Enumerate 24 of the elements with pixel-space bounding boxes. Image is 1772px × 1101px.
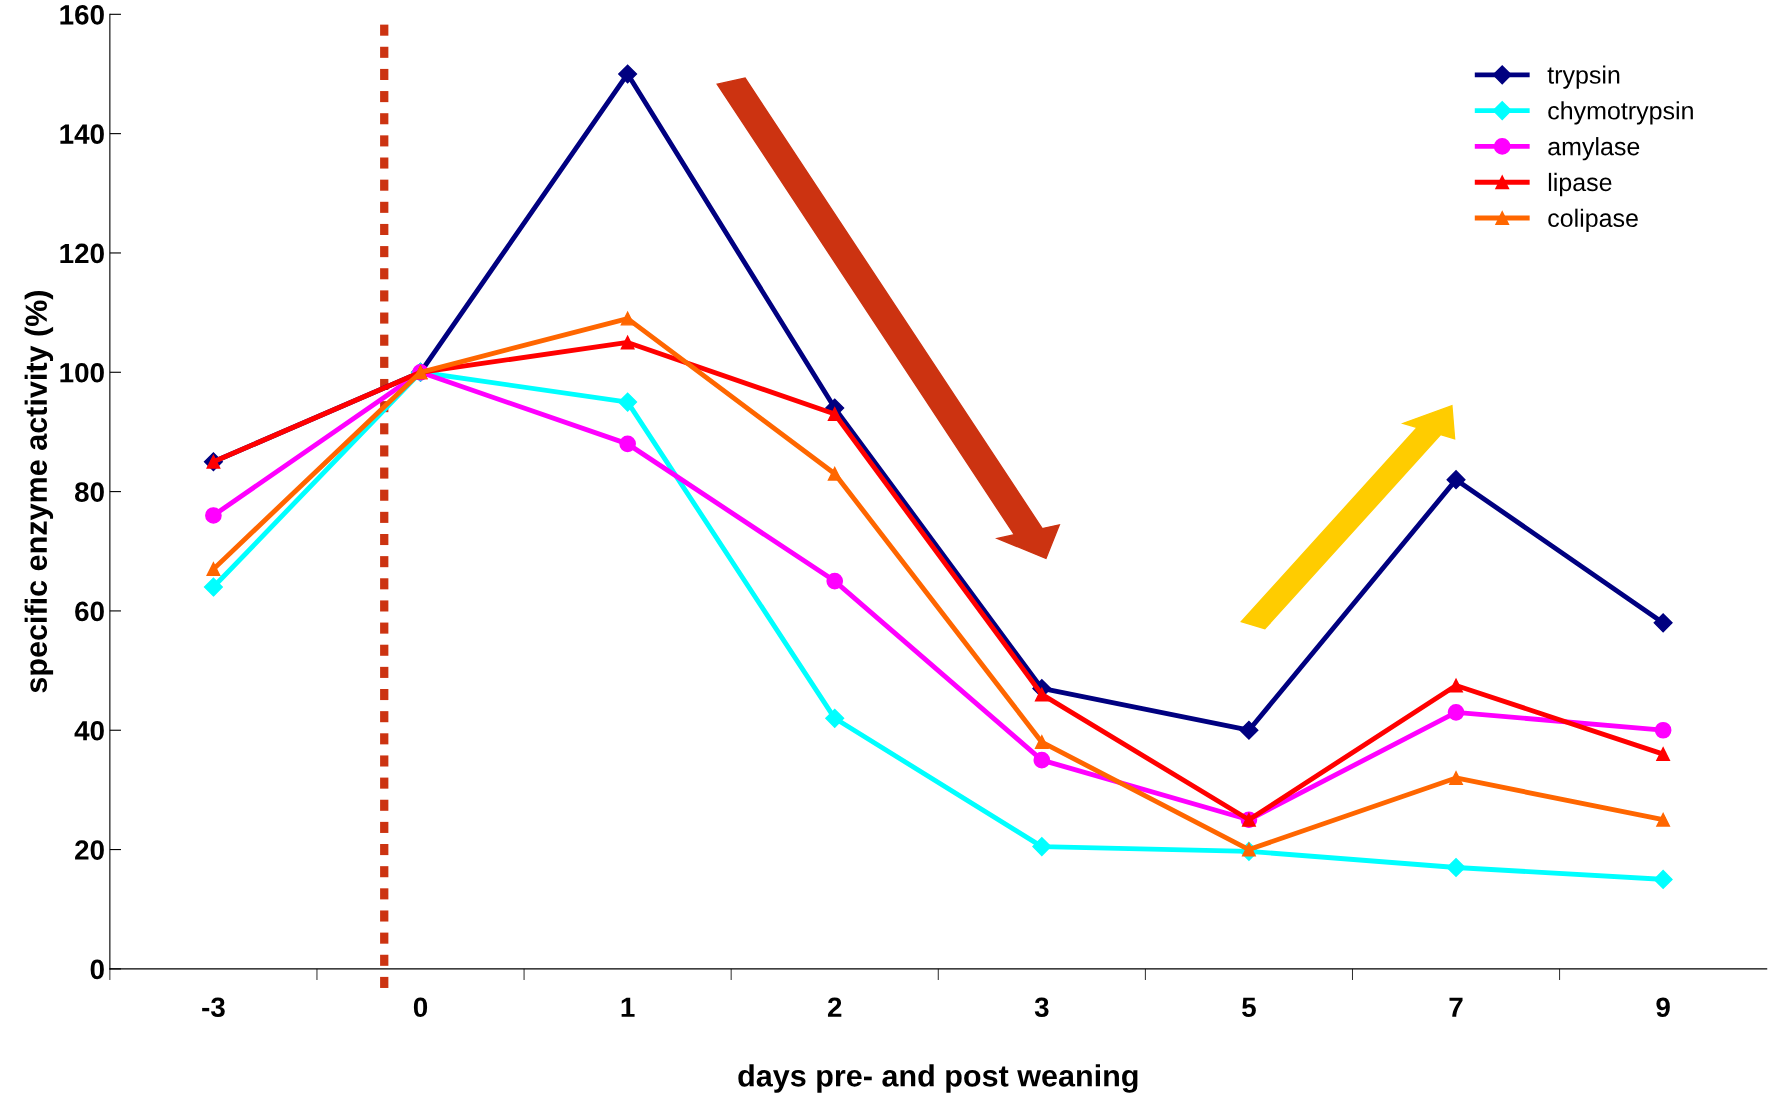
y-tick-label: 100	[60, 362, 104, 383]
x-tick-label: 2	[827, 997, 842, 1017]
y-tick-label: 120	[60, 243, 104, 264]
y-tick-label: 80	[74, 482, 104, 502]
x-tick-label: 5	[1242, 997, 1256, 1018]
x-tick-label: -3	[202, 997, 225, 1018]
x-tick-label: 1	[621, 997, 635, 1017]
y-tick-label: 60	[75, 601, 104, 622]
y-tick-label: 20	[75, 840, 104, 860]
y-tick-label: 0	[90, 959, 104, 980]
y-axis-title: specific enzyme activity (%)	[24, 291, 54, 693]
legend-label: chymotrypsin	[1548, 101, 1693, 125]
x-tick-label: 9	[1656, 997, 1670, 1018]
legend-label: amylase	[1548, 137, 1640, 161]
legend-label: lipase	[1548, 172, 1612, 197]
x-axis-title: days pre- and post weaning	[738, 1064, 1138, 1093]
x-tick-label: 0	[413, 997, 428, 1018]
y-tick-label: 140	[60, 124, 104, 144]
x-tick-label: 7	[1449, 997, 1463, 1017]
x-tick-label: 3	[1034, 997, 1049, 1018]
legend-label: colipase	[1548, 208, 1638, 232]
legend-label: trypsin	[1547, 65, 1620, 89]
y-tick-label: 40	[74, 720, 104, 741]
y-tick-label: 160	[60, 4, 104, 25]
